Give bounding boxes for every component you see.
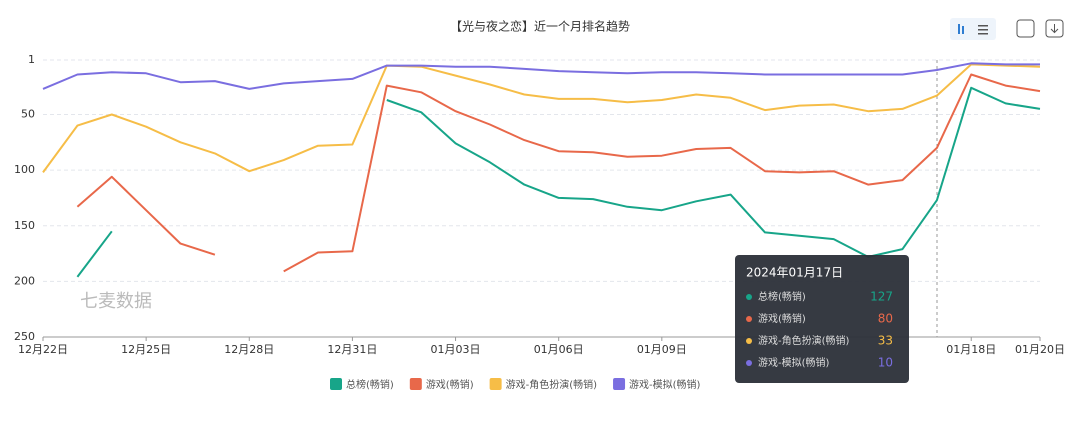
series-line xyxy=(42,63,1041,173)
x-tick-label: 12月31日 xyxy=(327,343,377,356)
x-tick-label: 01月18日 xyxy=(946,343,996,356)
tooltip-value: 10 xyxy=(878,356,893,370)
view-toggle[interactable] xyxy=(950,18,996,40)
tooltip-box xyxy=(735,255,909,383)
y-tick-label: 100 xyxy=(14,163,35,176)
legend-label: 游戏-角色扮演(畅销) xyxy=(506,378,598,391)
legend-label: 游戏(畅销) xyxy=(426,378,474,391)
x-tick-label: 12月28日 xyxy=(224,343,274,356)
icon xyxy=(1050,24,1059,34)
x-tick-label: 01月06日 xyxy=(534,343,584,356)
x-tick-label: 12月22日 xyxy=(18,343,68,356)
tooltip-dot xyxy=(746,338,752,344)
y-tick-label: 1 xyxy=(28,53,35,66)
y-tick-label: 50 xyxy=(21,108,35,121)
icon xyxy=(978,25,988,27)
legend-label: 总榜(畅销) xyxy=(346,378,394,391)
y-tick-label: 150 xyxy=(14,219,35,232)
tooltip-value: 127 xyxy=(870,290,893,304)
tooltip-title: 2024年01月17日 xyxy=(746,266,843,280)
tooltip-name: 游戏-角色扮演(畅销) xyxy=(758,334,850,347)
series-line xyxy=(42,62,1040,90)
tooltip-dot xyxy=(746,360,752,366)
image-button[interactable] xyxy=(1016,19,1035,38)
x-tick-label: 01月20日 xyxy=(1015,343,1065,356)
toolbar[interactable] xyxy=(950,18,1064,40)
watermark: 七麦数据 xyxy=(80,291,152,312)
download-button[interactable] xyxy=(1045,19,1064,38)
legend-swatch xyxy=(613,378,626,390)
x-tick-label: 01月03日 xyxy=(431,343,481,356)
legend-swatch xyxy=(330,378,342,390)
tooltip-value: 80 xyxy=(878,312,893,326)
series-line xyxy=(76,73,1041,273)
tooltip-dot xyxy=(746,294,752,300)
y-tick-label: 250 xyxy=(14,330,35,343)
icon xyxy=(962,26,964,34)
series-line xyxy=(76,86,1041,278)
legend-label: 游戏-模拟(畅销) xyxy=(629,378,701,391)
tooltip-value: 33 xyxy=(878,334,893,348)
tooltip-name: 总榜(畅销) xyxy=(758,290,806,303)
icon xyxy=(978,29,988,31)
legend-swatch xyxy=(409,378,422,390)
y-tick-label: 200 xyxy=(14,274,35,287)
icon xyxy=(958,24,960,34)
tooltip-dot xyxy=(746,316,752,322)
icon xyxy=(978,33,988,35)
legend-swatch xyxy=(489,378,502,390)
chart-title: 【光与夜之恋】近一个月排名趋势 xyxy=(450,19,630,34)
tooltip-name: 游戏(畅销) xyxy=(758,312,806,325)
tooltip-name: 游戏-模拟(畅销) xyxy=(758,356,830,369)
legend: 总榜(畅销) 游戏(畅销) 游戏-角色扮演(畅销) 游戏-模拟(畅销) xyxy=(330,378,701,391)
x-tick-label: 12月25日 xyxy=(121,343,171,356)
x-tick-label: 01月09日 xyxy=(637,343,687,356)
